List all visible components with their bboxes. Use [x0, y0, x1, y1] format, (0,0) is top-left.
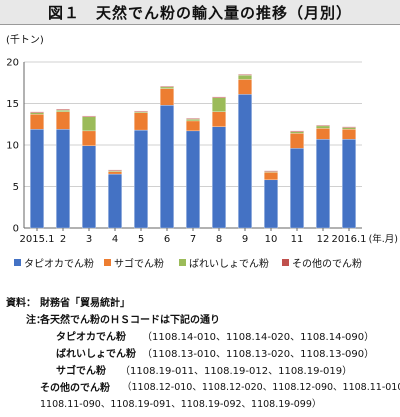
bar-segment-s1: [82, 130, 96, 146]
x-tick-label: 2: [60, 234, 66, 245]
bar-segment-s1: [238, 79, 252, 95]
legend-label: サゴでん粉: [114, 257, 164, 270]
bar-segment-s1: [134, 112, 148, 131]
bar-segment-s0: [264, 179, 278, 229]
bar-segment-s3: [30, 111, 44, 113]
bar-segment-s0: [134, 129, 148, 229]
bar-segment-s2: [186, 119, 200, 122]
bar-segment-s3: [56, 109, 70, 111]
bar-segment-s0: [290, 148, 304, 229]
bar-segment-s3: [186, 118, 200, 120]
bar-segment-s1: [160, 88, 174, 106]
y-tick-label: 15: [6, 99, 19, 110]
bar-segment-s3: [264, 170, 278, 172]
code-list-other: （1108.12-010、1108.12-020、1108.12-090、110…: [122, 382, 400, 393]
bar-segment-s3: [134, 110, 148, 112]
legend-swatch: [104, 259, 111, 266]
note-intro: 各天然でん粉のＨＳコードは下記の通り: [40, 315, 220, 326]
code-list-tapioca: （1108.14-010、1108.14-020、1108.14-090）: [142, 332, 375, 343]
code-list-potato: （1108.13-010、1108.13-020、1108.13-090）: [142, 349, 375, 360]
code-list-sago: （1108.19-011、1108.19-012、1108.19-019）: [120, 366, 353, 377]
source-text: 財務省「貿易統計」: [40, 298, 130, 309]
stacked-bar-chart: (千トン) 0 5 10 15 20 2015.1 2 3 4 5 6 7 8 9 10 11 12 2016.1(…: [6, 34, 398, 270]
x-axis-unit-label: (年.月): [369, 233, 398, 245]
y-tick-label: 5: [13, 182, 19, 193]
code-name-tapioca: タピオカでん粉: [56, 332, 126, 343]
bar-segment-s0: [160, 105, 174, 229]
bar-segment-s2: [290, 131, 304, 134]
x-tick-label: 9: [242, 234, 248, 245]
x-tick-label: 3: [86, 234, 92, 245]
y-axis-unit-label: (千トン): [6, 34, 44, 46]
legend-swatch: [179, 259, 186, 266]
bar-segment-s1: [212, 111, 226, 127]
note-label: 注：: [26, 315, 46, 326]
bar-segment-s1: [290, 133, 304, 149]
bar-segment-s3: [238, 74, 252, 76]
bar-segment-s1: [186, 120, 200, 132]
bar-segment-s0: [212, 126, 226, 229]
bar-segment-s3: [108, 169, 122, 171]
bar-segment-s0: [186, 130, 200, 229]
bar-segment-s0: [30, 129, 44, 229]
bar-segment-s2: [212, 97, 226, 112]
bar-segment-s1: [316, 128, 330, 140]
x-tick-label: 2015.1: [20, 234, 55, 245]
bar-segment-s2: [30, 112, 44, 115]
bar-segment-s3: [160, 85, 174, 88]
bar-segment-s0: [342, 139, 356, 229]
title-bar: 図１ 天然でん粉の輸入量の推移（月別）: [0, 0, 400, 25]
x-tick-label: 4: [112, 234, 118, 245]
bar-segment-s2: [160, 86, 174, 89]
code-name-other: その他のでん粉: [40, 383, 110, 394]
legend-label: タピオカでん粉: [24, 257, 94, 270]
bar-segment-s2: [316, 125, 330, 129]
x-tick-label: 11: [291, 234, 304, 245]
y-tick-label: 20: [6, 58, 19, 69]
chart-title: 図１ 天然でん粉の輸入量の推移（月別）: [47, 4, 352, 22]
bar-segment-s3: [316, 124, 330, 127]
bar-segment-s0: [56, 129, 70, 229]
bar-segment-s3: [342, 126, 356, 128]
legend-label: ばれいしょでん粉: [189, 257, 269, 270]
bar-segment-s1: [56, 111, 70, 130]
y-tick-label: 0: [13, 224, 19, 235]
legend-swatch: [282, 259, 289, 266]
bar-segment-s2: [56, 109, 70, 112]
y-tick-label: 10: [6, 141, 19, 152]
legend-swatch: [14, 259, 21, 266]
bar-segment-s1: [30, 114, 44, 130]
bar-segment-s3: [212, 96, 226, 98]
x-tick-label: 5: [138, 234, 144, 245]
source-label: 資料：: [6, 298, 36, 309]
bar-segment-s2: [238, 75, 252, 80]
bar-segment-s1: [264, 172, 278, 181]
x-tick-label: 7: [190, 234, 196, 245]
bar-segment-s2: [342, 127, 356, 130]
code-list-other-cont: 1108.11-090、1108.19-091、1108.19-092、1108…: [40, 399, 322, 410]
bar-segment-s0: [82, 145, 96, 229]
bar-segment-s3: [82, 115, 96, 117]
bar-segment-s0: [108, 173, 122, 229]
x-tick-label: 6: [164, 234, 170, 245]
bar-segment-s3: [290, 130, 304, 132]
bar-segment-s0: [238, 94, 252, 229]
bar-segment-s1: [342, 129, 356, 140]
bar-segment-s2: [82, 116, 96, 132]
legend-label: その他のでん粉: [292, 257, 362, 270]
x-tick-label: 10: [265, 234, 278, 245]
x-tick-label: 12: [317, 234, 330, 245]
x-tick-label: 2016.1: [332, 234, 367, 245]
x-tick-label: 8: [216, 234, 222, 245]
code-name-potato: ばれいしょでん粉: [56, 349, 136, 360]
bar-segment-s1: [108, 171, 122, 175]
code-name-sago: サゴでん粉: [56, 366, 106, 377]
bar-segment-s0: [316, 139, 330, 229]
